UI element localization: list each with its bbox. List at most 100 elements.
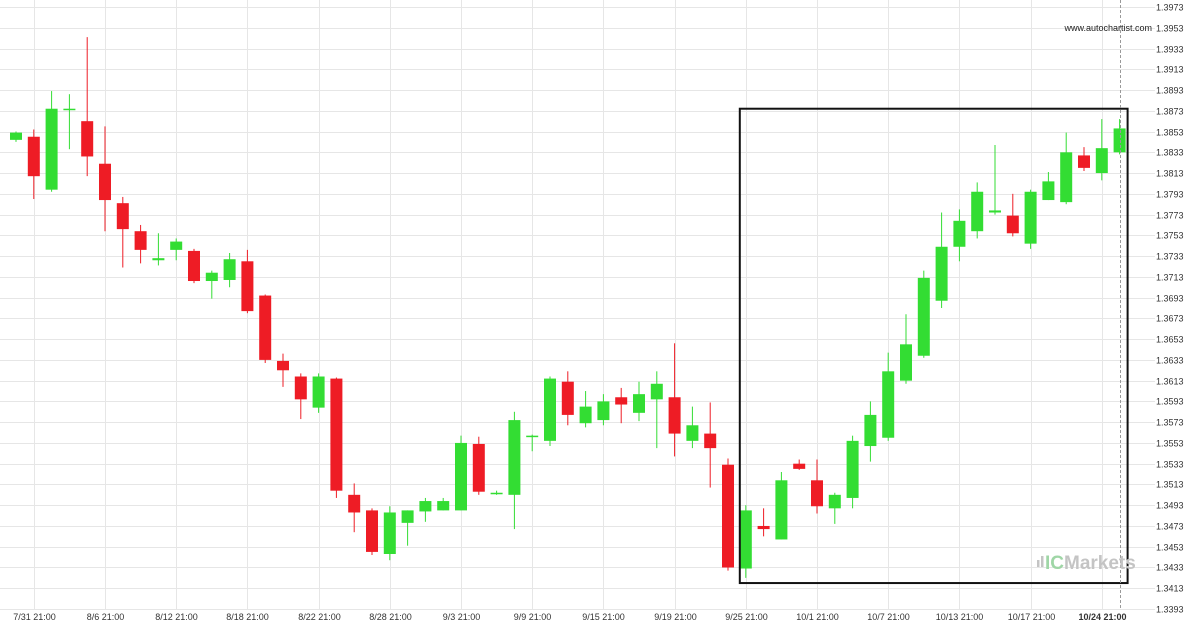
candle-body [312, 376, 325, 408]
y-tick-label: 1.3813 [1156, 169, 1184, 179]
candle-down [1006, 193, 1019, 237]
candle-body [508, 420, 521, 495]
watermark-url: www.autochartist.com [1063, 23, 1152, 33]
y-tick-label: 1.3793 [1156, 190, 1184, 200]
candle-down [116, 196, 129, 268]
candle-up [63, 94, 76, 150]
candle-body [223, 259, 236, 280]
candle-up [775, 471, 788, 540]
y-tick-label: 1.3693 [1156, 294, 1184, 304]
candle-body [828, 494, 841, 509]
candle-body [490, 492, 503, 495]
y-tick-label: 1.3853 [1156, 128, 1184, 138]
y-tick-label: 1.3733 [1156, 252, 1184, 262]
candle-body [882, 371, 895, 438]
candle-up [544, 376, 556, 447]
y-tick-label: 1.3913 [1156, 65, 1184, 75]
candle-body [917, 277, 930, 356]
x-tick-label: 10/24 21:00 [1078, 612, 1126, 622]
y-tick-label: 1.3413 [1156, 584, 1184, 594]
candle-up [383, 506, 396, 561]
x-tick-label: 9/9 21:00 [514, 612, 552, 622]
candle-body [597, 401, 610, 421]
candle-body [704, 433, 717, 449]
candle-down [757, 508, 770, 537]
candle-body [686, 425, 699, 441]
y-tick-label: 1.3393 [1156, 605, 1184, 615]
candle-up [935, 212, 948, 308]
candle-body [900, 344, 912, 381]
candle-body [134, 231, 147, 250]
candle-body [455, 442, 467, 511]
candles [10, 37, 1126, 578]
y-tick-label: 1.3613 [1156, 377, 1184, 387]
candle-body [579, 406, 592, 424]
candle-body [953, 220, 966, 247]
candle-body [864, 414, 877, 447]
candle-up [686, 406, 699, 449]
candle-up [170, 238, 183, 261]
brand-prefix: IC [1045, 553, 1064, 574]
candle-body [330, 378, 343, 491]
y-tick-label: 1.3573 [1156, 418, 1184, 428]
candle-body [419, 501, 432, 512]
candle-down [294, 373, 307, 420]
candle-up [312, 373, 325, 413]
x-tick-label: 10/17 21:00 [1008, 612, 1056, 622]
candle-up [882, 352, 895, 441]
candle-up [917, 270, 930, 358]
candle-up [633, 381, 645, 422]
y-tick-label: 1.3893 [1156, 86, 1184, 96]
candle-down [704, 402, 717, 488]
candle-down [1078, 147, 1090, 171]
candle-body [544, 378, 556, 441]
candle-body [294, 376, 307, 400]
candle-body [793, 463, 806, 469]
x-tick-label: 9/25 21:00 [725, 612, 768, 622]
candle-body [188, 250, 200, 282]
candle-body [366, 510, 378, 552]
candle-body [10, 132, 22, 140]
candle-body [561, 381, 574, 415]
candle-up [1095, 119, 1108, 181]
candle-down [811, 459, 823, 514]
candle-up [579, 391, 592, 428]
candle-body [81, 121, 94, 157]
candle-body [348, 494, 361, 513]
candle-body [989, 210, 1001, 213]
candle-up [953, 209, 966, 262]
candle-up [508, 411, 521, 530]
brand-bar-2 [1041, 556, 1044, 567]
candle-down [241, 249, 254, 314]
candle-down [561, 371, 574, 426]
brand-bar-1 [1037, 560, 1040, 567]
grid [0, 0, 1155, 610]
candle-body [1024, 191, 1037, 244]
candle-down [259, 294, 272, 364]
candle-up [1113, 119, 1126, 155]
candle-body [668, 397, 681, 434]
y-tick-label: 1.3633 [1156, 356, 1184, 366]
brand-text: ICMarkets [1045, 553, 1136, 574]
x-tick-label: 10/13 21:00 [936, 612, 984, 622]
candle-up [223, 252, 236, 288]
y-tick-label: 1.3833 [1156, 148, 1184, 158]
candle-up [739, 505, 752, 578]
y-tick-label: 1.3973 [1156, 3, 1184, 13]
candle-down [27, 129, 40, 200]
candle-body [526, 435, 539, 438]
x-tick-label: 8/18 21:00 [226, 612, 269, 622]
candle-down [793, 459, 806, 470]
x-tick-label: 8/6 21:00 [87, 612, 125, 622]
candle-body [472, 443, 485, 492]
y-axis: 1.3973 1.3953 1.3933 1.3913 1.3893 1.3873 1.38… [1156, 3, 1184, 615]
candle-up [152, 233, 165, 266]
x-tick-label: 8/22 21:00 [298, 612, 341, 622]
candle-down [366, 508, 378, 556]
candle-up [828, 492, 841, 524]
y-tick-label: 1.3553 [1156, 439, 1184, 449]
candle-up [490, 490, 503, 495]
candle-body [170, 241, 183, 250]
y-tick-label: 1.3873 [1156, 107, 1184, 117]
candle-down [348, 483, 361, 533]
